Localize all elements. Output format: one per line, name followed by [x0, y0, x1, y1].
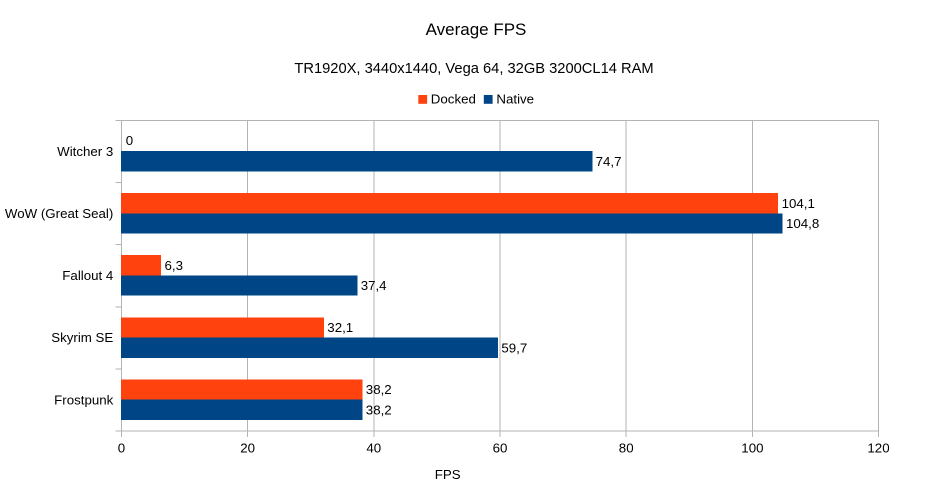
svg-text:Frostpunk: Frostpunk — [54, 392, 113, 407]
svg-text:WoW (Great Seal): WoW (Great Seal) — [5, 206, 113, 221]
svg-text:Witcher 3: Witcher 3 — [57, 144, 113, 159]
svg-text:40: 40 — [366, 440, 381, 455]
svg-text:37,4: 37,4 — [361, 278, 387, 293]
svg-text:74,7: 74,7 — [596, 154, 622, 169]
svg-text:32,1: 32,1 — [327, 320, 353, 335]
svg-text:FPS: FPS — [435, 467, 461, 482]
svg-text:38,2: 38,2 — [366, 382, 392, 397]
svg-text:60: 60 — [493, 440, 508, 455]
svg-text:6,3: 6,3 — [165, 258, 184, 273]
svg-text:Docked: Docked — [431, 92, 476, 107]
svg-text:120: 120 — [867, 440, 889, 455]
svg-text:Average FPS: Average FPS — [426, 20, 527, 39]
svg-text:80: 80 — [619, 440, 634, 455]
svg-text:100: 100 — [741, 440, 763, 455]
svg-text:Fallout 4: Fallout 4 — [62, 268, 113, 283]
svg-text:38,2: 38,2 — [366, 402, 392, 417]
svg-text:0: 0 — [118, 440, 125, 455]
svg-text:104,8: 104,8 — [786, 216, 819, 231]
svg-text:20: 20 — [240, 440, 255, 455]
svg-text:104,1: 104,1 — [782, 196, 815, 211]
svg-text:59,7: 59,7 — [501, 340, 527, 355]
svg-text:TR1920X, 3440x1440, Vega 64, 3: TR1920X, 3440x1440, Vega 64, 32GB 3200CL… — [294, 61, 653, 77]
svg-text:Native: Native — [496, 92, 534, 107]
svg-text:0: 0 — [126, 133, 133, 148]
svg-text:Skyrim SE: Skyrim SE — [51, 330, 113, 345]
